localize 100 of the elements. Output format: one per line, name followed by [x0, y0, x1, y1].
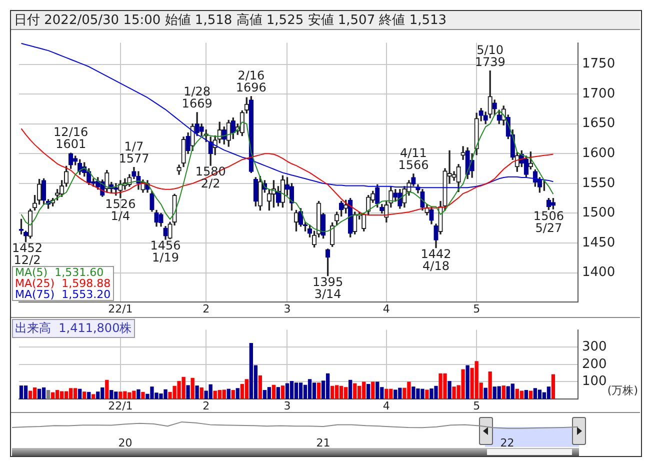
bar	[326, 373, 330, 399]
y-tick-label: 1400	[582, 265, 616, 280]
bar	[42, 387, 46, 399]
bar	[510, 384, 514, 399]
bar	[136, 389, 140, 399]
x-tick-label: 2	[202, 399, 210, 412]
y-tick-label: 1500	[582, 206, 616, 221]
bar	[258, 375, 262, 399]
bar	[262, 390, 267, 399]
y-tick-label: 1700	[582, 86, 616, 102]
bar	[376, 382, 380, 399]
bar	[316, 382, 321, 399]
bar	[28, 390, 32, 399]
bar	[236, 388, 240, 399]
bar	[60, 391, 64, 399]
bar	[37, 388, 42, 399]
x-tick-label: 4	[382, 302, 390, 316]
bar	[92, 394, 96, 399]
bar	[78, 388, 82, 399]
bar	[448, 381, 452, 399]
bar	[200, 387, 204, 399]
candlestick	[460, 146, 466, 160]
text: MA(75) 1,553.20	[15, 288, 111, 301]
bar	[244, 379, 248, 399]
bar	[348, 380, 352, 399]
x-tick-label: 5	[473, 302, 480, 316]
bar	[294, 382, 298, 399]
bar	[533, 388, 538, 399]
bar	[226, 388, 230, 399]
bar	[546, 386, 551, 399]
bar	[502, 386, 506, 399]
bar	[330, 386, 334, 399]
bar	[208, 384, 212, 399]
text: MA(25) 1,598.88	[15, 277, 111, 290]
y-tick-label: 1450	[582, 235, 616, 250]
bar	[195, 386, 199, 399]
annotation: 1452 12/2	[12, 240, 43, 267]
bar	[384, 388, 388, 399]
y-tick-label: 300	[582, 339, 607, 354]
x-tick-label: 20	[118, 436, 132, 450]
bar	[87, 392, 91, 399]
bar	[371, 382, 375, 399]
bar	[339, 386, 344, 399]
x-tick-label: 3	[284, 399, 291, 412]
bar	[312, 382, 316, 399]
bar	[551, 374, 556, 399]
annotation: 1506 5/27	[533, 208, 564, 235]
annotation: 1/28 1669	[182, 84, 212, 111]
bar	[190, 378, 194, 399]
bar	[32, 387, 37, 399]
bar	[55, 390, 60, 399]
x-tick-label: 21	[316, 436, 330, 450]
y-tick-label: 1600	[582, 146, 616, 162]
bar	[538, 390, 542, 399]
y-tick-label: 1650	[582, 116, 616, 132]
x-tick-label: 3	[284, 302, 291, 316]
bar	[520, 390, 524, 399]
annotation: 5/10 1739	[474, 42, 506, 69]
bar	[141, 392, 145, 399]
bar	[222, 390, 226, 399]
bar	[528, 390, 532, 399]
x-tick-label: 2	[202, 302, 210, 316]
bar	[105, 380, 109, 399]
y-tick-label: 200	[582, 356, 607, 372]
text: MA(5) 1,531.60	[15, 266, 104, 279]
x-tick-label: 22/1	[108, 399, 133, 412]
y-tick-label: 1550	[582, 176, 616, 191]
x-tick-label: 22	[500, 436, 514, 450]
chart-title: 日付 2022/05/30 15:00 始値 1,518 高値 1,525 安値 1,507 終値 1,513	[11, 11, 640, 30]
y-axis-title: (万株)	[607, 383, 638, 398]
bar	[24, 386, 28, 399]
annotation: 1526 1/4	[105, 196, 136, 223]
bar	[19, 386, 24, 399]
bar	[366, 384, 370, 399]
annotation: 1395 3/14	[312, 274, 344, 301]
bar	[96, 392, 100, 399]
x-tick-label: 22/1	[108, 302, 133, 316]
bar	[298, 382, 303, 399]
bar	[353, 383, 357, 399]
bar	[231, 390, 235, 399]
annotation: 2/16 1696	[236, 68, 266, 95]
bar	[497, 386, 501, 399]
bar	[46, 390, 50, 399]
bar	[484, 388, 488, 399]
bar	[488, 372, 492, 399]
bar	[308, 379, 312, 399]
x-tick-label: 4	[382, 399, 390, 412]
bar	[285, 383, 290, 399]
annotation: 1456 1/19	[150, 238, 181, 265]
bar	[276, 387, 280, 399]
y-tick-label: 1750	[582, 56, 616, 72]
bar	[272, 384, 276, 399]
x-tick-label: 5	[473, 399, 480, 412]
bar	[50, 392, 55, 399]
annotation: 12/16 1601	[54, 125, 88, 152]
bar	[290, 381, 294, 399]
bar	[280, 386, 285, 399]
bar	[334, 385, 339, 399]
bar	[82, 392, 86, 399]
bar	[466, 365, 470, 399]
